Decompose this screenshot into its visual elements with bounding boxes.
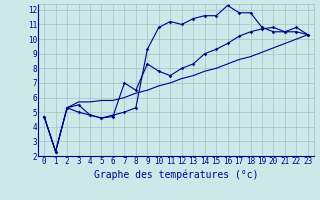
- X-axis label: Graphe des températures (°c): Graphe des températures (°c): [94, 169, 258, 180]
